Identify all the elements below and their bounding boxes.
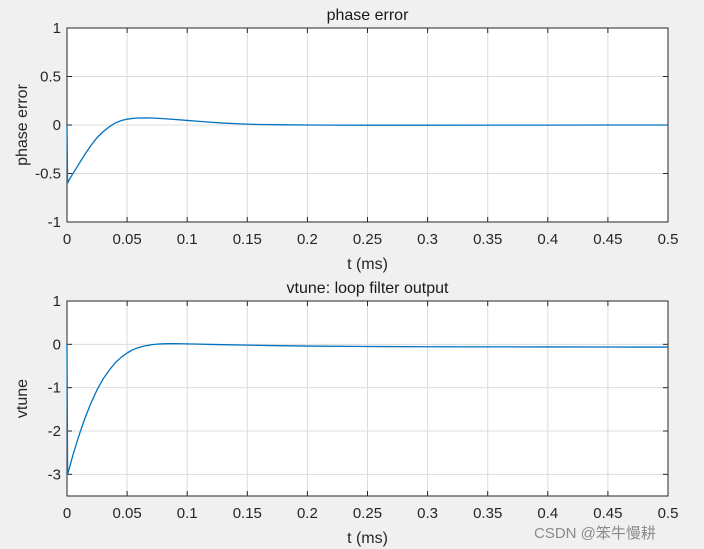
phase-error-panel: 0 0.05 0.1 0.15 0.2 0.25 0.3 0.35 0.4 0.45 0.5 -1 -0… xyxy=(14,7,678,273)
vtune-x-tick-label: 0.1 xyxy=(177,505,198,522)
phase-error-x-tick-label: 0.1 xyxy=(177,231,198,248)
vtune-panel: 0 0.05 0.1 0.15 0.2 0.25 0.3 0.35 0.4 0.45 0.5 -3 -2… xyxy=(14,280,678,547)
phase-error-x-tick-label: 0.25 xyxy=(353,231,382,248)
phase-error-series-line xyxy=(66,117,668,184)
vtune-x-tick-label: 0.2 xyxy=(297,505,318,522)
vtune-x-tick-label: 0.35 xyxy=(473,505,502,522)
watermark-text: CSDN @笨牛慢耕 xyxy=(534,524,656,542)
phase-error-title: phase error xyxy=(327,7,409,24)
phase-error-x-tick-label: 0.05 xyxy=(112,231,141,248)
vtune-y-tick-label: 1 xyxy=(53,293,61,310)
phase-error-x-tick-label: 0.45 xyxy=(593,231,622,248)
vtune-y-tick-label: -2 xyxy=(48,423,61,440)
phase-error-x-tick-label: 0.35 xyxy=(473,231,502,248)
vtune-x-tick-label: 0.15 xyxy=(233,505,262,522)
phase-error-x-tick-label: 0.3 xyxy=(417,231,438,248)
vtune-x-tick-label: 0.3 xyxy=(417,505,438,522)
vtune-y-tick-label: 0 xyxy=(53,336,61,353)
phase-error-y-tick-label: 1 xyxy=(53,20,61,37)
vtune-series-line xyxy=(66,343,669,475)
vtune-y-axis-label: vtune xyxy=(14,379,31,418)
phase-error-y-axis-label: phase error xyxy=(14,83,31,165)
phase-error-x-tick-label: 0.5 xyxy=(658,231,679,248)
vtune-y-tick-label: -3 xyxy=(48,466,61,483)
vtune-x-tick-label: 0.05 xyxy=(112,505,141,522)
phase-error-y-tick-label: -0.5 xyxy=(35,166,61,183)
phase-error-y-tick-label: -1 xyxy=(48,214,61,231)
phase-error-x-axis-label: t (ms) xyxy=(347,256,388,273)
phase-error-y-tick-label: 0.5 xyxy=(40,69,61,86)
vtune-x-tick-label: 0.25 xyxy=(353,505,382,522)
vtune-x-tick-label: 0 xyxy=(63,505,71,522)
vtune-y-tick-label: -1 xyxy=(48,380,61,397)
vtune-x-tick-label: 0.4 xyxy=(537,505,558,522)
phase-error-x-tick-label: 0.2 xyxy=(297,231,318,248)
phase-error-x-tick-label: 0 xyxy=(63,231,71,248)
vtune-x-tick-label: 0.5 xyxy=(658,505,679,522)
phase-error-x-tick-label: 0.4 xyxy=(537,231,558,248)
vtune-x-tick-label: 0.45 xyxy=(593,505,622,522)
phase-error-x-tick-label: 0.15 xyxy=(233,231,262,248)
vtune-x-axis-label: t (ms) xyxy=(347,530,388,547)
phase-error-y-tick-label: 0 xyxy=(53,117,61,134)
vtune-title: vtune: loop filter output xyxy=(287,280,449,297)
